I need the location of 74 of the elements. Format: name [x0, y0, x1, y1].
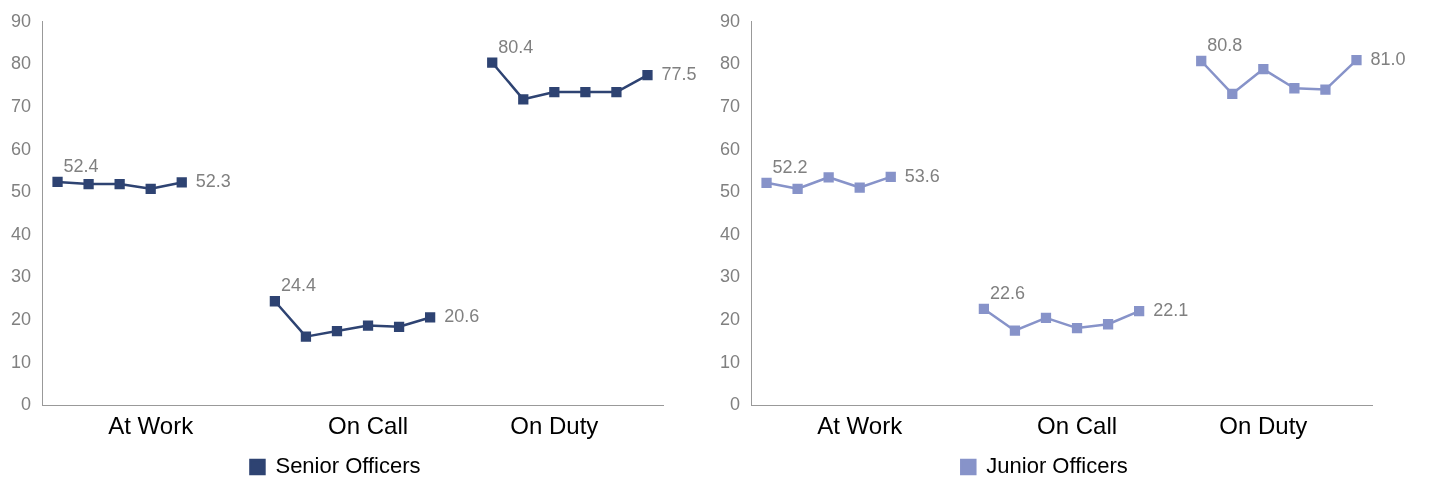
point — [1227, 88, 1238, 99]
point — [145, 183, 156, 194]
point — [1133, 305, 1145, 317]
y-tick-label: 0 — [21, 394, 32, 415]
point — [978, 303, 990, 315]
point — [1009, 325, 1021, 336]
point — [885, 171, 896, 182]
x-tick-label: On Call — [328, 412, 409, 440]
y-tick-label: 40 — [719, 223, 741, 244]
data-label: 52.2 — [772, 156, 808, 177]
y-tick-label: 60 — [10, 138, 32, 159]
point — [300, 331, 312, 342]
point — [176, 177, 187, 188]
point — [331, 325, 343, 337]
data-label: 52.4 — [63, 155, 99, 176]
data-label: 22.1 — [1153, 300, 1189, 321]
point — [424, 312, 436, 323]
point — [487, 57, 498, 68]
y-tick-label: 90 — [10, 10, 32, 31]
point — [761, 177, 772, 188]
point — [83, 178, 94, 190]
point — [52, 176, 63, 188]
x-tick-label: On Call — [1037, 412, 1118, 440]
legend-label: Junior Officers — [986, 453, 1128, 479]
point — [393, 321, 405, 332]
data-label: 77.5 — [661, 64, 697, 85]
y-tick-label: 60 — [719, 138, 741, 159]
point — [854, 182, 865, 193]
data-label: 22.6 — [989, 282, 1025, 303]
y-tick-label: 80 — [719, 53, 741, 74]
y-tick-label: 70 — [719, 95, 741, 116]
y-tick-label: 30 — [719, 266, 741, 287]
point — [518, 94, 529, 105]
point — [1196, 55, 1207, 67]
point — [823, 172, 834, 183]
y-tick-label: 30 — [10, 266, 32, 287]
point — [1320, 84, 1331, 95]
point — [269, 296, 281, 307]
point — [114, 178, 125, 190]
x-tick-label: On Duty — [1219, 412, 1308, 440]
point — [611, 86, 622, 98]
x-tick-label: At Work — [108, 412, 195, 440]
point — [1040, 312, 1052, 324]
data-label: 80.8 — [1207, 34, 1243, 55]
y-tick-label: 40 — [10, 223, 32, 244]
y-tick-label: 20 — [10, 308, 32, 329]
point — [1258, 63, 1269, 75]
y-tick-label: 20 — [719, 308, 741, 329]
data-label: 52.3 — [195, 171, 231, 192]
point — [549, 86, 560, 98]
point — [642, 69, 653, 81]
y-tick-label: 80 — [10, 53, 32, 74]
point — [792, 183, 803, 194]
data-label: 53.6 — [904, 165, 940, 186]
point — [1071, 322, 1083, 334]
x-tick-label: On Duty — [510, 412, 599, 440]
y-tick-label: 10 — [10, 351, 32, 372]
data-label: 80.4 — [498, 36, 534, 57]
legend-label: Senior Officers — [275, 453, 421, 479]
point — [1289, 83, 1300, 94]
data-label: 24.4 — [280, 275, 316, 296]
y-tick-label: 10 — [719, 351, 741, 372]
y-tick-label: 0 — [730, 394, 741, 415]
x-tick-label: At Work — [817, 412, 904, 440]
point — [1351, 55, 1362, 66]
data-label: 81.0 — [1370, 49, 1406, 70]
y-tick-label: 70 — [10, 95, 32, 116]
point — [1102, 319, 1114, 330]
y-tick-label: 50 — [719, 181, 741, 202]
y-tick-label: 50 — [10, 181, 32, 202]
data-label: 20.6 — [444, 306, 480, 327]
point — [362, 320, 374, 331]
point — [580, 86, 591, 98]
y-tick-label: 90 — [719, 10, 741, 31]
